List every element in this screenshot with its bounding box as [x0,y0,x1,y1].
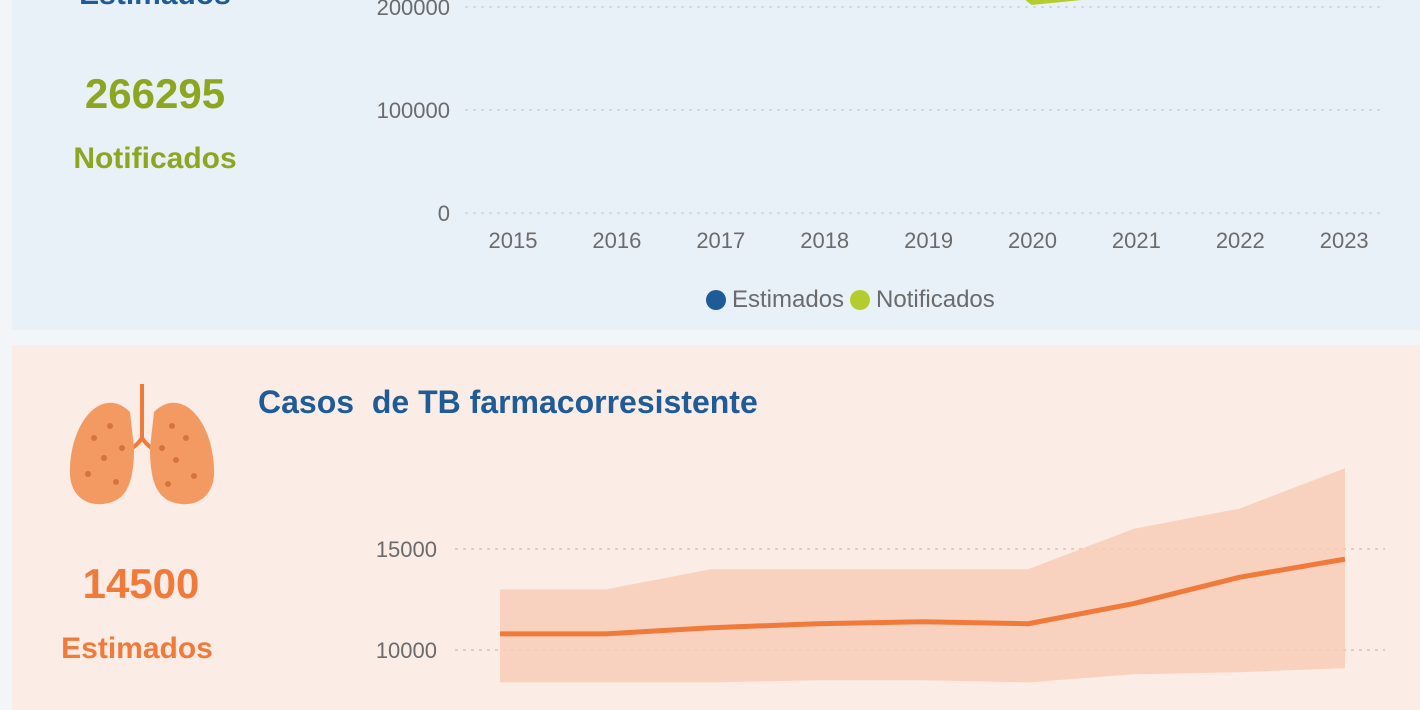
x-tick-label: 2022 [1216,228,1265,253]
x-tick-label: 2017 [696,228,745,253]
notified-value: 266295 [84,70,226,117]
y-tick-label: 10000 [376,638,437,663]
x-tick-label: 2023 [1320,228,1369,253]
y-tick-label: 0 [438,201,450,226]
drtb-estimated-value: 14500 [82,560,200,607]
drtb-estimated-label: Estimados [61,632,213,665]
legend-dot-icon [850,290,871,310]
estimated-notified-chart: 0 100000 200000 2015 2016 2017 2018 2019 2020 202… [377,0,1385,253]
x-tick-label: 2019 [904,228,953,253]
x-tick-label: 2018 [800,228,849,253]
y-tick-label: 100000 [377,98,450,123]
estimated-vs-notified-panel [12,0,1420,330]
estimated-label-partial: Estimados [50,0,260,12]
notified-label: Notificados [73,142,237,175]
legend-item-estimados: Estimados [706,286,844,314]
y-tick-label: 200000 [377,0,450,20]
x-tick-label: 2020 [1008,228,1057,253]
series-line-notificados [1025,0,1082,5]
lungs-icon [69,384,215,505]
legend-label: Estimados [732,286,845,313]
y-tick-label: 15000 [376,537,437,562]
series-line-estimated [500,556,1346,637]
uncertainty-band [500,468,1345,683]
legend-dot-icon [706,290,726,310]
x-tick-label: 2015 [489,228,538,253]
drtb-chart-title: Casos de TB farmacorresistente [258,384,758,420]
legend-item-notificados: Notificados [850,286,995,314]
x-tick-label: 2016 [592,228,641,253]
legend-label: Notificados [876,286,995,313]
x-tick-label: 2021 [1112,228,1161,253]
chart-legend: Estimados Notificados [706,286,995,314]
